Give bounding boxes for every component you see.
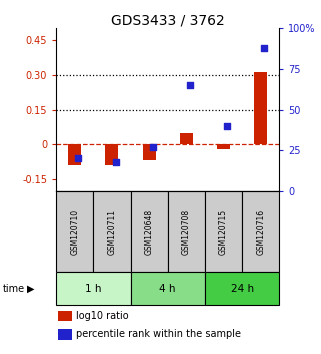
Text: 1 h: 1 h	[85, 284, 102, 294]
Bar	[180, 133, 193, 144]
Point	[225, 123, 230, 129]
Text: GSM120715: GSM120715	[219, 209, 228, 255]
Bar	[56, 191, 93, 272]
Text: GSM120711: GSM120711	[108, 209, 117, 255]
Bar	[131, 191, 168, 272]
Bar	[68, 144, 81, 165]
Bar	[93, 191, 131, 272]
Text: GSM120648: GSM120648	[145, 209, 154, 255]
Point	[76, 155, 81, 161]
Point	[150, 144, 155, 150]
Bar	[143, 144, 156, 160]
Title: GDS3433 / 3762: GDS3433 / 3762	[111, 13, 225, 27]
Text: percentile rank within the sample: percentile rank within the sample	[76, 329, 241, 339]
Text: 24 h: 24 h	[230, 284, 254, 294]
Bar	[131, 272, 205, 305]
Bar	[168, 191, 205, 272]
Bar	[205, 191, 242, 272]
Text: log10 ratio: log10 ratio	[76, 311, 129, 321]
Bar	[105, 144, 118, 165]
Bar	[242, 191, 279, 272]
Bar	[254, 73, 267, 144]
Text: GSM120708: GSM120708	[182, 209, 191, 255]
Bar	[58, 310, 72, 321]
Point	[187, 82, 193, 88]
Text: ▶: ▶	[27, 284, 35, 294]
Point	[113, 159, 118, 165]
Text: 4 h: 4 h	[160, 284, 176, 294]
Text: GSM120710: GSM120710	[70, 209, 79, 255]
Text: time: time	[3, 284, 25, 294]
Text: GSM120716: GSM120716	[256, 209, 265, 255]
Bar	[217, 144, 230, 149]
Point	[262, 45, 267, 51]
Bar	[205, 272, 279, 305]
Bar	[56, 272, 131, 305]
Bar	[58, 329, 72, 339]
